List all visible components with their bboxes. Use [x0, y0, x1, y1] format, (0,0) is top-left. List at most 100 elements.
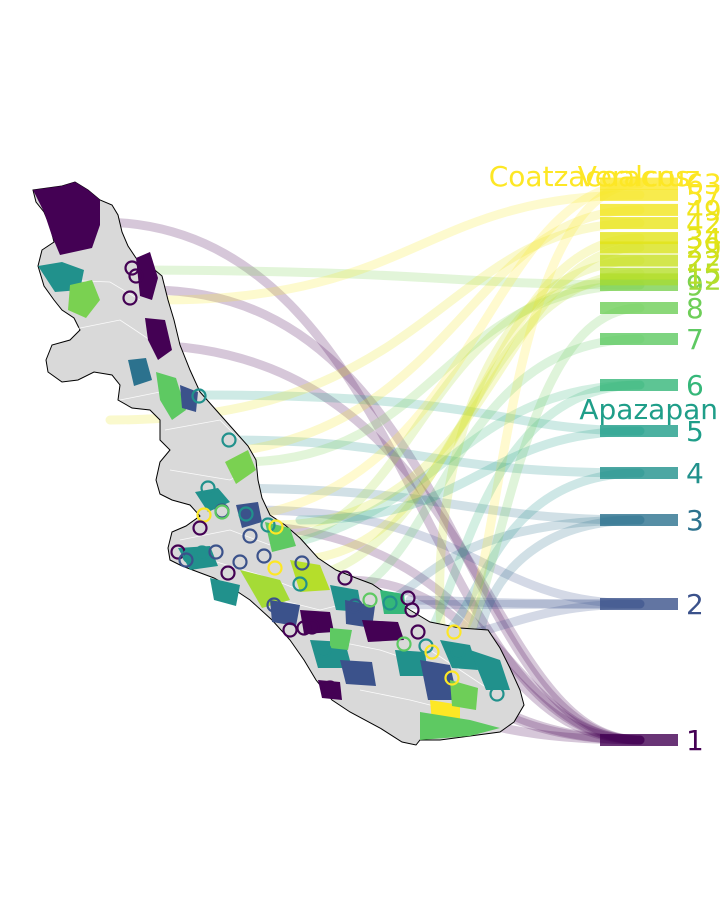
- rank-label-42: 42: [686, 207, 720, 240]
- location-marker: [266, 597, 282, 613]
- rank-bar-1: [600, 734, 678, 746]
- rank-bar-6: [600, 379, 678, 391]
- rank-label-veracruz: Veracruz: [578, 160, 700, 193]
- location-marker: [450, 644, 466, 660]
- rank-label-63: 63: [686, 168, 720, 201]
- location-markers: [122, 260, 505, 702]
- rank-label-34: 34: [686, 222, 720, 255]
- flow-line: [145, 285, 645, 745]
- location-marker: [242, 528, 258, 544]
- flow-line: [405, 595, 645, 609]
- location-marker: [124, 260, 140, 276]
- location-marker: [424, 644, 440, 660]
- flow-line: [225, 435, 645, 478]
- rank-label-3: 3: [686, 504, 704, 537]
- rank-label-57: 57: [686, 179, 720, 212]
- location-marker: [362, 592, 378, 608]
- location-marker: [382, 595, 398, 611]
- location-marker: [232, 554, 248, 570]
- location-marker: [396, 636, 412, 652]
- veracruz-map: [32, 181, 525, 746]
- flow-line: [265, 274, 645, 545]
- location-marker: [296, 620, 312, 636]
- location-marker: [322, 680, 338, 696]
- flow-line: [155, 190, 645, 305]
- rank-bar-49: [600, 203, 678, 216]
- rank-bar-15: [600, 267, 678, 280]
- rank-bar-34: [600, 232, 678, 245]
- location-marker: [304, 619, 320, 635]
- rank-bar-3: [600, 514, 678, 526]
- location-marker: [410, 624, 426, 640]
- location-marker: [337, 570, 353, 586]
- location-marker: [214, 504, 230, 520]
- rank-bar-29: [600, 241, 678, 254]
- flow-line: [95, 217, 645, 745]
- municipality-fills: [33, 182, 510, 740]
- location-marker: [128, 268, 144, 284]
- rank-bar-8: [600, 302, 678, 314]
- location-marker: [178, 552, 194, 568]
- rank-label-4: 4: [686, 457, 704, 490]
- rank-label-2: 2: [686, 588, 704, 621]
- flow-line: [270, 242, 645, 530]
- flow-line: [105, 218, 645, 425]
- location-marker: [221, 432, 237, 448]
- rank-bar-63: [600, 177, 678, 190]
- flow-line: [285, 233, 645, 565]
- rank-bars: [600, 177, 678, 746]
- rank-label-29: 29: [686, 231, 720, 264]
- location-marker: [282, 622, 298, 638]
- flow-line: [175, 205, 645, 460]
- rank-bar-4: [600, 467, 678, 479]
- location-marker: [122, 290, 138, 306]
- rank-label-7: 7: [686, 323, 704, 356]
- rank-label-15: 15: [686, 258, 720, 291]
- rank-label-coatzacoalcos: Coatzacoalcos: [489, 160, 690, 193]
- rank-label-22: 22: [686, 245, 720, 278]
- location-marker: [208, 544, 224, 560]
- location-marker: [196, 507, 212, 523]
- rank-label-12: 12: [686, 263, 720, 296]
- rank-labels: 12345Apazapan6789121522293442495763Coatz…: [489, 160, 720, 757]
- rank-bar-2: [600, 598, 678, 610]
- rank-label-6: 6: [686, 369, 704, 402]
- rank-bar-5: [600, 425, 678, 437]
- flow-line: [105, 265, 645, 290]
- flow-line: [195, 179, 645, 525]
- rank-label-8: 8: [686, 292, 704, 325]
- flow-line: [235, 280, 645, 467]
- flow-line: [275, 269, 645, 585]
- rank-label-49: 49: [686, 194, 720, 227]
- rank-bar-7: [600, 333, 678, 345]
- rank-label-9: 9: [686, 269, 704, 302]
- rank-bar-42: [600, 217, 678, 230]
- rank-label-apazapan: Apazapan: [579, 393, 718, 426]
- location-marker: [238, 506, 254, 522]
- location-marker: [267, 560, 283, 576]
- location-marker: [444, 670, 460, 686]
- flow-line: [135, 340, 645, 745]
- flow-line: [205, 483, 645, 525]
- rank-label-1: 1: [686, 724, 704, 757]
- rank-label-5: 5: [686, 415, 704, 448]
- location-marker: [220, 565, 236, 581]
- flow-line: [450, 179, 645, 640]
- location-marker: [316, 642, 332, 658]
- rank-bar-57: [600, 188, 678, 201]
- flow-line: [195, 390, 645, 436]
- location-marker: [292, 576, 308, 592]
- rank-bar-22: [600, 254, 678, 267]
- location-marker: [260, 517, 276, 533]
- location-marker: [256, 548, 272, 564]
- location-marker: [191, 388, 207, 404]
- location-marker: [489, 686, 505, 702]
- location-marker: [200, 480, 216, 496]
- location-marker: [192, 520, 208, 536]
- location-marker: [268, 519, 284, 535]
- location-marker: [404, 602, 420, 618]
- flow-line: [245, 505, 645, 609]
- location-marker: [446, 624, 462, 640]
- location-marker: [294, 555, 310, 571]
